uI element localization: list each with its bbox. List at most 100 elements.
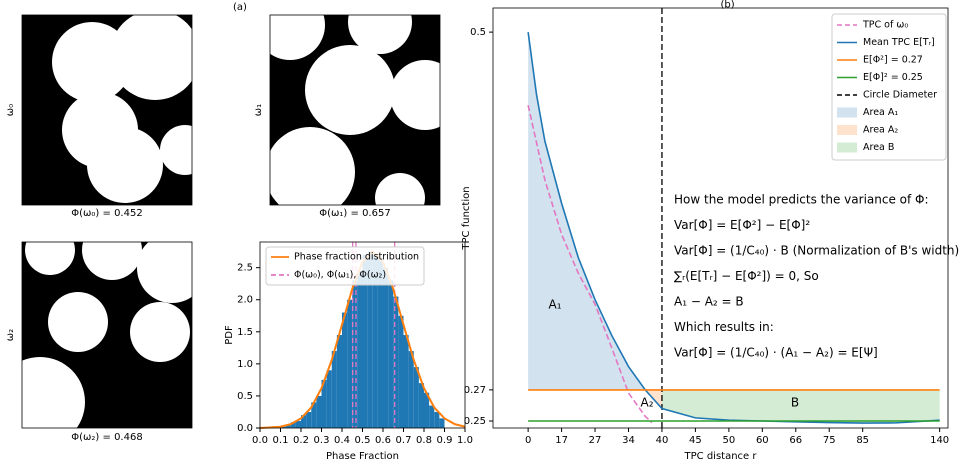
histogram-bar [418, 383, 424, 428]
x-tick-label: 140 [930, 435, 949, 446]
histogram-bar [321, 379, 327, 428]
histogram-bar [367, 251, 373, 428]
histogram-bar [408, 351, 414, 428]
histogram-bar [336, 335, 342, 428]
data-line [527, 105, 653, 424]
histogram-bar [439, 418, 445, 428]
histogram-bar [280, 426, 286, 428]
x-tick-label: 50 [722, 435, 735, 446]
legend-swatch [837, 125, 857, 135]
x-tick-label: 27 [589, 435, 602, 446]
x-tick-label: 0.7 [396, 435, 412, 446]
x-tick-label: 0.3 [314, 435, 330, 446]
x-tick-label: 45 [689, 435, 702, 446]
plot-frame [492, 7, 949, 429]
image-caption: Φ(ω₁) = 0.657 [319, 208, 390, 219]
area-label: A₁ [548, 298, 561, 312]
histogram-bar [393, 296, 399, 428]
image-caption: Φ(ω₀) = 0.452 [71, 208, 142, 219]
x-tick-label: 0.1 [273, 435, 289, 446]
histogram-bar [398, 315, 404, 428]
histogram-bar [285, 424, 291, 428]
x-tick-label: 40 [656, 435, 669, 446]
annotation: Var[Φ] = (1/C₄₀) · B (Normalization of B… [674, 244, 959, 258]
legend-label: Mean TPC E[Tᵣ] [863, 37, 935, 48]
histogram-bar [342, 312, 348, 428]
histogram-bar [295, 420, 301, 428]
microstructure-image [270, 15, 440, 205]
annotation: A₁ − A₂ = B [674, 295, 744, 309]
x-tick-label: 0.8 [416, 435, 432, 446]
legend-label: Area B [863, 142, 894, 153]
x-axis-label: Phase Fraction [326, 451, 399, 462]
area-fill [661, 389, 940, 424]
histogram-bar [388, 280, 394, 428]
y-tick-label: 1.5 [237, 327, 253, 338]
area-label: A₂ [640, 396, 653, 410]
microstructure-image [22, 15, 192, 205]
histogram-bar [352, 280, 358, 428]
y-tick-label: 1.0 [237, 359, 253, 370]
image-label: ω₀ [5, 104, 16, 116]
histogram-bar [347, 299, 353, 428]
legend-box [265, 246, 425, 286]
y-tick-label: 0.5 [237, 391, 253, 402]
annotation: ∑ᵣ(E[Tᵣ] − E[Φ²]) = 0, So [674, 269, 819, 283]
image-caption: Φ(ω₂) = 0.468 [71, 432, 142, 443]
annotation: Which results in: [674, 320, 774, 334]
histogram-bar [311, 402, 317, 428]
x-tick-label: 0.2 [293, 435, 309, 446]
y-tick-label: 0.0 [237, 423, 253, 434]
histogram-bar [383, 267, 389, 428]
y-tick-label: 2.0 [237, 295, 253, 306]
panel-label: (a) [233, 2, 247, 13]
histogram-bar [424, 392, 430, 428]
data-line [527, 32, 940, 424]
annotation: How the model predicts the variance of Φ… [674, 193, 929, 207]
area-fill [528, 32, 662, 390]
x-tick-label: 34 [622, 435, 635, 446]
legend-label: Circle Diameter [863, 90, 937, 101]
x-tick-label: 60 [756, 435, 769, 446]
y-tick-label: 2.5 [237, 263, 253, 274]
legend-label: Area A₁ [863, 107, 898, 118]
y-tick-label: 0.27 [464, 385, 486, 396]
histogram-bar [301, 415, 307, 428]
x-tick-label: 17 [555, 435, 568, 446]
x-tick-label: 0.4 [334, 435, 350, 446]
histogram-bar [434, 411, 440, 428]
annotation: Var[Φ] = E[Φ²] − E[Φ]² [674, 218, 810, 232]
x-tick-label: 1.0 [457, 435, 473, 446]
area-label: B [791, 396, 799, 410]
annotation: Var[Φ] = (1/C₄₀) · (A₁ − A₂) = E[Ψ] [674, 346, 878, 360]
legend-label: TPC of ω₀ [862, 20, 908, 31]
area-fill [528, 389, 662, 409]
histogram-bar [326, 370, 332, 428]
image-label: ω₂ [5, 329, 16, 341]
y-tick-label: 0.5 [470, 27, 486, 38]
legend-label: E[Φ²] = 0.27 [863, 55, 923, 66]
y-axis-label: TPC function [461, 186, 472, 250]
histogram-bar [429, 405, 435, 428]
x-tick-label: 0.9 [437, 435, 453, 446]
x-tick-label: 85 [856, 435, 869, 446]
histogram-bar [403, 335, 409, 428]
histogram-bar [362, 254, 368, 428]
legend-swatch [837, 107, 857, 118]
histogram-bar [290, 422, 296, 428]
x-tick-label: 0.5 [355, 435, 371, 446]
histogram-bar [357, 270, 363, 428]
histogram-bar [306, 411, 312, 428]
legend-label: Area A₂ [863, 125, 898, 136]
legend-label: E[Φ]² = 0.25 [863, 72, 923, 83]
histogram-bar [413, 367, 419, 428]
chart-title: (b) [721, 0, 735, 10]
histogram-bar [377, 258, 383, 428]
legend-box [831, 13, 947, 161]
microstructure-image [22, 242, 192, 428]
y-axis-label: PDF [224, 325, 235, 345]
x-tick-label: 75 [823, 435, 836, 446]
x-tick-label: 0.0 [252, 435, 268, 446]
histogram-bar [316, 395, 322, 428]
